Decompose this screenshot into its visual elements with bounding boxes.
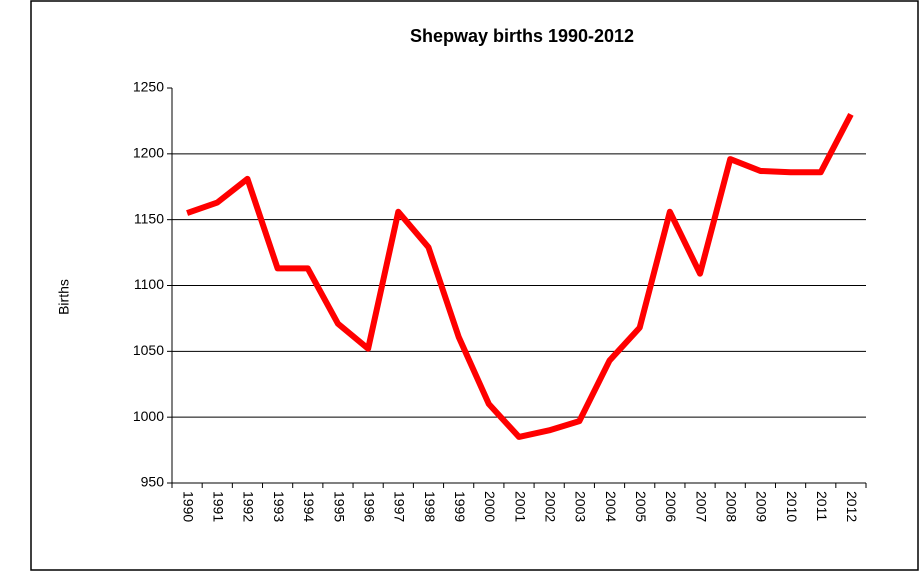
x-tick-label: 2006 bbox=[663, 491, 679, 522]
x-tick-label: 1995 bbox=[331, 491, 347, 522]
x-tick-label: 1999 bbox=[452, 491, 468, 522]
x-tick-label: 1993 bbox=[271, 491, 287, 522]
y-tick-label: 1000 bbox=[133, 408, 164, 424]
x-tick-label: 1994 bbox=[301, 491, 317, 522]
x-tick-label: 1996 bbox=[361, 491, 377, 522]
x-tick-label: 2012 bbox=[844, 491, 860, 522]
x-tick-label: 2002 bbox=[542, 491, 558, 522]
x-tick-label: 1997 bbox=[392, 491, 408, 522]
y-axis-label: Births bbox=[56, 279, 72, 315]
x-tick-label: 1998 bbox=[422, 491, 438, 522]
x-tick-label: 2001 bbox=[512, 491, 528, 522]
x-tick-label: 2007 bbox=[693, 491, 709, 522]
x-tick-label: 2004 bbox=[603, 491, 619, 522]
x-tick-label: 1990 bbox=[180, 491, 196, 522]
y-tick-label: 1050 bbox=[133, 342, 164, 358]
y-tick-label: 1200 bbox=[133, 145, 164, 161]
data-line bbox=[186, 112, 854, 440]
x-tick-label: 2010 bbox=[784, 491, 800, 522]
x-tick-label: 1992 bbox=[241, 491, 257, 522]
x-tick-label: 2008 bbox=[724, 491, 740, 522]
y-tick-label: 1150 bbox=[134, 210, 164, 226]
x-tick-label: 2011 bbox=[814, 491, 830, 521]
chart-title: Shepway births 1990-2012 bbox=[410, 26, 634, 46]
y-tick-label: 1250 bbox=[133, 79, 164, 95]
y-tick-label: 950 bbox=[141, 474, 165, 490]
x-tick-label: 2003 bbox=[573, 491, 589, 522]
x-tick-label: 2009 bbox=[754, 491, 770, 522]
x-tick-label: 1991 bbox=[211, 491, 227, 522]
x-tick-label: 2005 bbox=[633, 491, 649, 522]
x-tick-label: 2000 bbox=[482, 491, 498, 522]
y-tick-label: 1100 bbox=[134, 276, 164, 292]
